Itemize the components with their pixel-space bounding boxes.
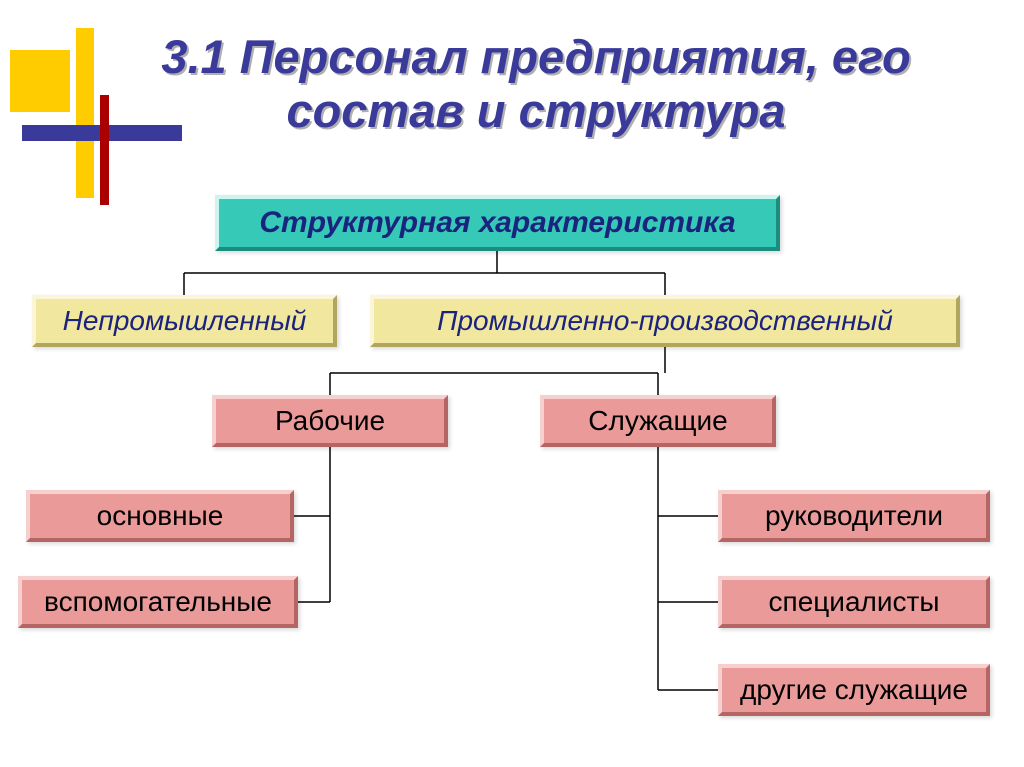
node-other: другие служащие xyxy=(718,664,990,716)
node-pp-label: Промышленно-производственный xyxy=(437,305,893,337)
node-specialists: специалисты xyxy=(718,576,990,628)
node-root-label: Структурная характеристика xyxy=(259,206,735,240)
node-auxiliary: вспомогательные xyxy=(18,576,298,628)
node-employees: Служащие xyxy=(540,395,776,447)
node-vspom-label: вспомогательные xyxy=(44,586,272,618)
node-osnovnye-label: основные xyxy=(97,500,224,532)
node-special-label: специалисты xyxy=(769,586,940,618)
node-managers: руководители xyxy=(718,490,990,542)
page-title: 3.1 Персонал предприятия, его состав и с… xyxy=(96,30,976,138)
node-nonindustrial: Непромышленный xyxy=(32,295,337,347)
node-root: Структурная характеристика xyxy=(215,195,780,251)
node-sluzhashie-label: Служащие xyxy=(588,405,727,437)
node-rukovod-label: руководители xyxy=(765,500,943,532)
node-rabochie-label: Рабочие xyxy=(275,405,385,437)
node-np-label: Непромышленный xyxy=(63,305,307,337)
node-workers: Рабочие xyxy=(212,395,448,447)
decor-yellow-bar-v xyxy=(76,28,94,198)
decor-yellow-square xyxy=(10,50,70,112)
node-main: основные xyxy=(26,490,294,542)
node-industrial: Промышленно-производственный xyxy=(370,295,960,347)
node-drugie-label: другие служащие xyxy=(740,674,968,706)
